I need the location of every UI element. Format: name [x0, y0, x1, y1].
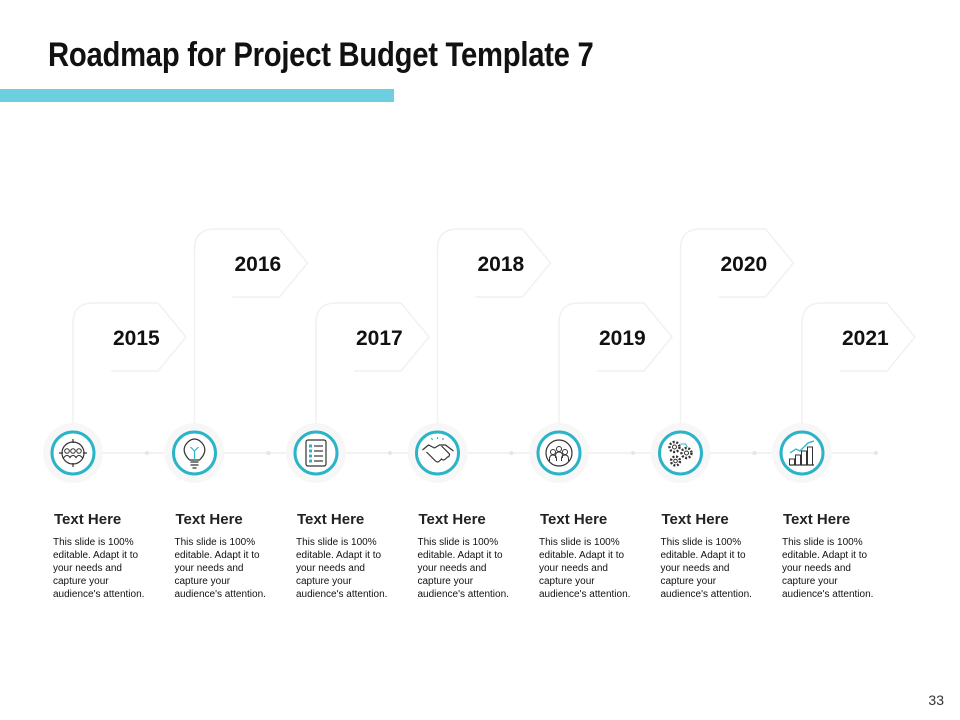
- accent-bar: [0, 89, 394, 102]
- year-tag-outline: [679, 228, 795, 425]
- growth-chart-icon: [789, 440, 815, 466]
- node-ring: [536, 430, 582, 476]
- milestone-description: This slide is 100% editable. Adapt it to…: [660, 537, 752, 600]
- node-ring: [415, 430, 460, 476]
- connector-dot: [752, 451, 757, 455]
- milestone-description: This slide is 100% editable. Adapt it to…: [296, 537, 388, 600]
- group-users-icon: [545, 439, 573, 467]
- milestone: 2017: [286, 302, 430, 483]
- year-tag-outline: [315, 302, 430, 425]
- connector-dot: [145, 451, 149, 455]
- milestone-description: This slide is 100% editable. Adapt it to…: [417, 537, 509, 600]
- connector-dot: [631, 451, 635, 455]
- page-title: Roadmap for Project Budget Template 7: [48, 36, 594, 74]
- team-target-icon: [59, 439, 87, 467]
- checklist-icon: [305, 439, 327, 467]
- milestone-description: This slide is 100% editable. Adapt it to…: [174, 537, 266, 600]
- year-label: 2017: [356, 327, 403, 350]
- connector-dot: [266, 451, 271, 455]
- year-tag-outline: [801, 302, 916, 425]
- milestone-title: Text Here: [540, 511, 608, 528]
- year-tag-outline: [193, 228, 309, 425]
- milestone-title: Text Here: [175, 511, 243, 528]
- milestone-description: This slide is 100% editable. Adapt it to…: [782, 537, 874, 600]
- year-label: 2018: [478, 253, 525, 276]
- gears-icon: [668, 440, 693, 467]
- connector-dot: [509, 451, 514, 455]
- milestone: 2015: [43, 302, 187, 483]
- year-label: 2016: [235, 253, 282, 276]
- milestone: 2019: [529, 302, 673, 483]
- year-label: 2020: [721, 253, 768, 276]
- milestone-title: Text Here: [297, 511, 365, 528]
- milestone-title: Text Here: [418, 511, 486, 528]
- slide-number: 33: [928, 692, 944, 708]
- node-ring: [293, 430, 339, 476]
- milestone-title: Text Here: [783, 511, 851, 528]
- connector-dot: [388, 451, 392, 455]
- milestone-description: This slide is 100% editable. Adapt it to…: [53, 537, 145, 600]
- lightbulb-icon: [183, 438, 206, 469]
- year-label: 2021: [842, 327, 889, 350]
- connector-dot: [874, 451, 878, 455]
- year-label: 2019: [599, 327, 646, 350]
- milestone-description: This slide is 100% editable. Adapt it to…: [539, 537, 631, 600]
- milestone-title: Text Here: [54, 511, 122, 528]
- year-tag-outline: [436, 228, 552, 425]
- year-label: 2015: [113, 327, 160, 350]
- milestone: 2018: [407, 228, 552, 483]
- milestone: 2020: [650, 228, 795, 483]
- milestone: 2016: [164, 228, 309, 483]
- milestone: 2021: [772, 302, 916, 483]
- year-tag-outline: [72, 302, 187, 425]
- milestone-title: Text Here: [661, 511, 729, 528]
- handshake-icon: [422, 437, 454, 463]
- year-tag-outline: [558, 302, 673, 425]
